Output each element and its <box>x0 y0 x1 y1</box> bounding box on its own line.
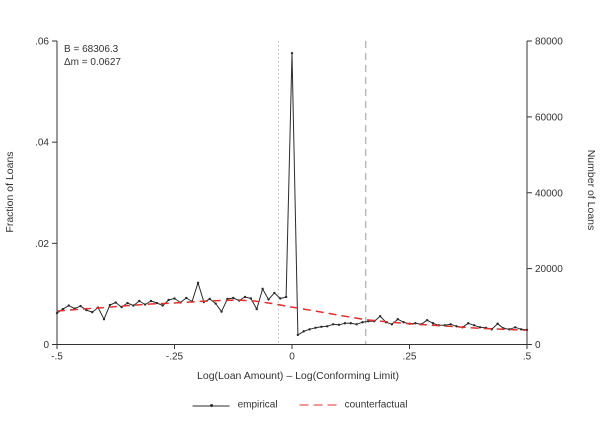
empirical-marker <box>249 297 253 300</box>
x-tick-label: -.5 <box>51 352 63 363</box>
x-tick-label: -.25 <box>166 352 184 363</box>
empirical-marker <box>396 318 399 321</box>
empirical-marker <box>267 298 270 301</box>
y-axis-title-left: Fraction of Loans <box>4 151 16 233</box>
empirical-marker <box>290 51 294 55</box>
empirical-marker <box>214 302 217 305</box>
empirical-marker <box>425 319 429 322</box>
empirical-marker <box>519 328 523 331</box>
empirical-marker <box>273 291 276 295</box>
empirical-marker <box>514 326 517 329</box>
empirical-marker <box>208 297 211 301</box>
empirical-marker <box>279 297 282 300</box>
y-right-tick-label: 60000 <box>535 112 563 123</box>
empirical-marker <box>414 322 417 325</box>
empirical-marker <box>91 310 94 314</box>
empirical-marker <box>132 304 135 307</box>
empirical-series-line <box>56 52 528 336</box>
x-tick-label: 0 <box>289 352 295 363</box>
counterfactual-series-line <box>56 299 528 332</box>
y-left-tick-label: .02 <box>35 239 49 250</box>
x-tick-label: .5 <box>523 352 532 363</box>
empirical-marker <box>196 281 200 284</box>
y-right-tick-label: 20000 <box>535 264 563 275</box>
y-right-tick-label: 40000 <box>535 188 563 199</box>
empirical-marker <box>355 323 358 326</box>
annotation-box: B = 68306.3 Δm = 0.0627 <box>64 44 121 69</box>
empirical-marker <box>326 325 329 328</box>
empirical-marker <box>243 295 247 299</box>
empirical-marker <box>114 301 117 304</box>
x-tick-label: .25 <box>403 352 417 363</box>
y-left-tick-label: .06 <box>35 37 49 48</box>
empirical-marker <box>161 304 164 307</box>
y-axis-title-right: Number of Loans <box>585 149 597 231</box>
empirical-marker <box>361 321 364 324</box>
empirical-marker <box>314 326 317 330</box>
empirical-marker <box>343 322 347 325</box>
empirical-marker <box>232 296 235 300</box>
y-right-tick-label: 0 <box>535 340 541 351</box>
legend-entry-empirical: empirical <box>192 399 278 411</box>
counterfactual-dashed-line-icon <box>299 404 337 406</box>
empirical-marker-dot-icon <box>209 404 213 407</box>
annotation-delta-m: Δm = 0.0627 <box>64 56 121 68</box>
legend-entry-counterfactual: counterfactual <box>299 399 408 411</box>
empirical-marker <box>390 323 394 326</box>
empirical-marker <box>402 321 405 324</box>
y-right-tick-label: 80000 <box>535 37 563 48</box>
empirical-marker <box>108 303 112 307</box>
empirical-marker <box>472 324 476 327</box>
empirical-marker <box>173 297 176 300</box>
empirical-marker <box>378 314 382 318</box>
empirical-marker <box>331 323 335 326</box>
y-left-tick-label: 0 <box>43 340 49 351</box>
empirical-marker <box>320 325 323 328</box>
empirical-marker <box>496 322 499 325</box>
empirical-marker <box>261 287 264 291</box>
legend: empirical counterfactual <box>192 399 408 411</box>
empirical-marker <box>155 301 159 305</box>
empirical-marker <box>296 333 300 337</box>
annotation-bunching-mass: B = 68306.3 <box>64 44 119 55</box>
empirical-marker <box>478 326 482 329</box>
empirical-marker <box>185 296 188 300</box>
empirical-marker <box>308 328 311 331</box>
empirical-marker <box>149 299 153 303</box>
empirical-marker <box>349 322 352 325</box>
empirical-marker <box>126 301 129 305</box>
empirical-marker <box>455 325 458 328</box>
empirical-marker <box>143 303 147 306</box>
empirical-line-icon <box>192 404 230 407</box>
y-left-tick-label: .04 <box>35 138 49 149</box>
empirical-marker <box>467 322 470 325</box>
empirical-marker <box>61 307 65 311</box>
empirical-marker <box>449 323 452 326</box>
empirical-marker <box>102 318 106 321</box>
empirical-marker <box>167 298 170 302</box>
empirical-marker <box>67 304 70 307</box>
empirical-marker <box>337 323 341 326</box>
empirical-marker <box>138 299 141 303</box>
legend-label-counterfactual: counterfactual <box>344 399 408 411</box>
empirical-marker <box>302 330 305 333</box>
x-axis-title: Log(Loan Amount) – Log(Conforming Limit) <box>197 370 399 382</box>
empirical-marker <box>255 307 258 311</box>
empirical-marker <box>79 304 82 308</box>
empirical-marker <box>220 310 223 313</box>
legend-label-empirical: empirical <box>237 399 278 411</box>
empirical-marker <box>284 295 288 299</box>
empirical-marker <box>431 322 435 325</box>
